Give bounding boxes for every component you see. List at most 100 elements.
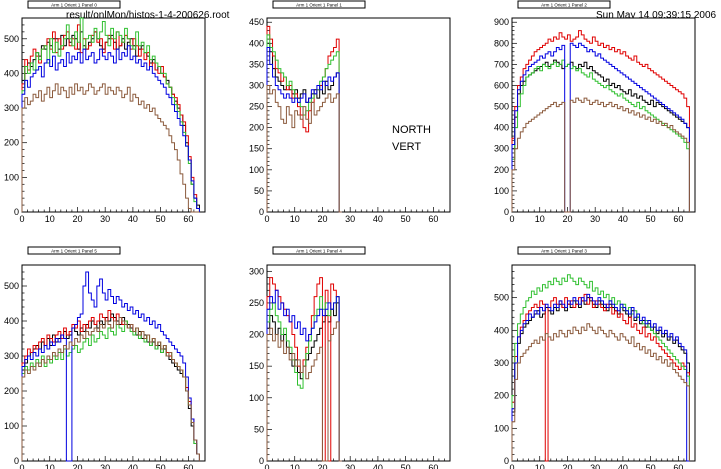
y-tick-label: 300	[494, 144, 509, 154]
y-tick-label: 400	[494, 325, 509, 335]
panel-title-box	[27, 0, 121, 9]
x-tick-label: 0	[509, 214, 514, 224]
histogram-black	[266, 42, 342, 213]
histogram-blue	[266, 47, 342, 213]
y-tick-label: 300	[4, 351, 19, 361]
panel-title: Arm 1 Orient 1 Panel 2	[541, 3, 587, 8]
x-tick-label: 30	[590, 463, 600, 469]
histogram-brown	[511, 97, 690, 213]
x-tick-label: 20	[317, 214, 327, 224]
y-tick-label: 900	[494, 17, 509, 27]
x-tick-label: 60	[673, 463, 683, 469]
x-tick-label: 50	[401, 463, 411, 469]
histogram-blue	[21, 271, 200, 462]
x-tick-label: 30	[345, 214, 355, 224]
y-tick-label: 300	[4, 103, 19, 113]
panel-title: Arm 1 Orient 1 Panel 3	[541, 249, 587, 254]
y-tick-label: 500	[494, 102, 509, 112]
x-tick-label: 60	[183, 463, 193, 469]
y-tick-label: 400	[4, 316, 19, 326]
x-tick-label: 0	[509, 463, 514, 469]
x-tick-label: 60	[428, 463, 438, 469]
panel-title-box	[517, 0, 611, 9]
y-tick-label: 200	[494, 165, 509, 175]
y-tick-label: 0	[504, 207, 509, 217]
y-tick-label: 200	[4, 138, 19, 148]
x-tick-label: 0	[264, 214, 269, 224]
histogram-blue	[511, 42, 690, 213]
histogram-red	[266, 25, 342, 213]
date-time: Sun May 14 09:39:15 2006	[596, 10, 717, 21]
y-tick-label: 0	[259, 456, 264, 466]
histogram-red	[511, 30, 690, 212]
x-tick-label: 20	[72, 463, 82, 469]
histogram-brown	[266, 321, 342, 462]
x-tick-label: 40	[128, 214, 138, 224]
x-tick-label: 40	[618, 463, 628, 469]
x-tick-label: 10	[290, 214, 300, 224]
y-tick-label: 100	[249, 165, 264, 175]
y-tick-label: 0	[259, 207, 264, 217]
y-tick-label: 150	[249, 361, 264, 371]
x-tick-label: 0	[19, 463, 24, 469]
y-tick-label: 400	[494, 123, 509, 133]
y-tick-label: 450	[249, 17, 264, 27]
y-tick-label: 100	[4, 421, 19, 431]
x-tick-label: 60	[428, 214, 438, 224]
y-tick-label: 250	[249, 102, 264, 112]
y-tick-label: 400	[249, 38, 264, 48]
panel-title-box	[27, 246, 121, 255]
y-tick-label: 100	[494, 423, 509, 433]
x-tick-label: 0	[19, 214, 24, 224]
y-tick-label: 600	[494, 80, 509, 90]
y-tick-label: 200	[249, 123, 264, 133]
histogram-green	[511, 274, 690, 461]
histogram-brown	[21, 83, 200, 213]
x-tick-label: 40	[373, 463, 383, 469]
histogram-blue	[266, 289, 342, 462]
histogram-black	[511, 297, 690, 461]
histogram-brown	[511, 323, 690, 461]
x-tick-label: 50	[156, 214, 166, 224]
y-tick-label: 0	[14, 207, 19, 217]
panel-title: Arm 1 Orient 1 Panel 4	[296, 249, 342, 254]
y-tick-label: 400	[4, 68, 19, 78]
x-tick-label: 20	[72, 214, 82, 224]
x-tick-label: 40	[128, 463, 138, 469]
y-tick-label: 300	[494, 358, 509, 368]
x-tick-label: 10	[535, 463, 545, 469]
y-tick-label: 800	[494, 38, 509, 48]
x-tick-label: 50	[646, 463, 656, 469]
y-tick-label: 500	[494, 293, 509, 303]
y-tick-label: 200	[494, 391, 509, 401]
x-tick-label: 10	[45, 463, 55, 469]
file-path: result/onlMon/histos-1-4-200626.root	[66, 10, 230, 21]
panel-title: Arm 1 Orient 1 Panel 0	[51, 3, 97, 8]
histogram-brown	[266, 84, 342, 213]
panel-title: Arm 1 Orient 1 Panel 5	[51, 249, 97, 254]
y-tick-label: 0	[504, 456, 509, 466]
y-tick-label: 500	[4, 34, 19, 44]
x-tick-label: 40	[618, 214, 628, 224]
y-tick-label: 200	[249, 330, 264, 340]
y-tick-label: 200	[4, 386, 19, 396]
x-tick-label: 20	[562, 463, 572, 469]
x-tick-label: 20	[562, 214, 572, 224]
x-tick-label: 30	[590, 214, 600, 224]
x-tick-label: 30	[100, 214, 110, 224]
x-tick-label: 60	[673, 214, 683, 224]
panel-annotation: VERT	[392, 141, 421, 153]
panel-annotation: NORTH	[392, 124, 431, 136]
x-tick-label: 20	[317, 463, 327, 469]
histogram-blue	[511, 293, 690, 462]
y-tick-label: 500	[4, 281, 19, 291]
histogram-brown	[21, 317, 200, 461]
y-tick-label: 300	[249, 266, 264, 276]
histogram-blue	[21, 45, 200, 212]
histogram-green	[21, 17, 200, 212]
x-tick-label: 10	[45, 214, 55, 224]
y-tick-label: 300	[249, 80, 264, 90]
y-tick-label: 250	[249, 298, 264, 308]
x-tick-label: 10	[535, 214, 545, 224]
